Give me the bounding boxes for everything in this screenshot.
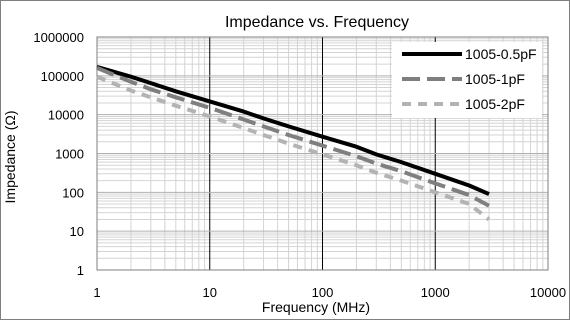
chart-title: Impedance vs. Frequency: [225, 14, 409, 31]
y-tick-label: 100: [62, 185, 84, 200]
series-line-3: [96, 74, 491, 222]
y-tick-label: 1: [77, 263, 84, 278]
x-tick-label: 10000: [530, 285, 566, 300]
y-tick-label: 100000: [41, 69, 84, 84]
series-line-2: [96, 66, 490, 208]
series-line-1: [96, 64, 490, 196]
y-tick-label: 10: [70, 224, 84, 239]
y-axis-label: Impedance (Ω): [2, 111, 18, 204]
legend-label-1: 1005-0.5pF: [465, 46, 537, 62]
y-tick-label: 10000: [48, 108, 84, 123]
legend-label-2: 1005-1pF: [465, 71, 525, 87]
x-axis-label: Frequency (MHz): [262, 299, 370, 315]
x-tick-label: 100: [312, 285, 334, 300]
x-tick-label: 10: [203, 285, 217, 300]
series-layer: [96, 64, 491, 222]
legend-label-3: 1005-2pF: [465, 96, 525, 112]
plot-area-border: [96, 36, 549, 271]
x-tick-label: 1: [93, 285, 100, 300]
legend: 1005-0.5pF 1005-1pF 1005-2pF: [392, 42, 542, 118]
x-tick-label: 1000: [421, 285, 450, 300]
tick-labels: 1 10 100 1000 10000 1 10 100 1000 10000 100000 1000…: [33, 30, 566, 300]
y-tick-label: 1000: [55, 147, 84, 162]
y-tick-label: 1000000: [33, 30, 84, 45]
